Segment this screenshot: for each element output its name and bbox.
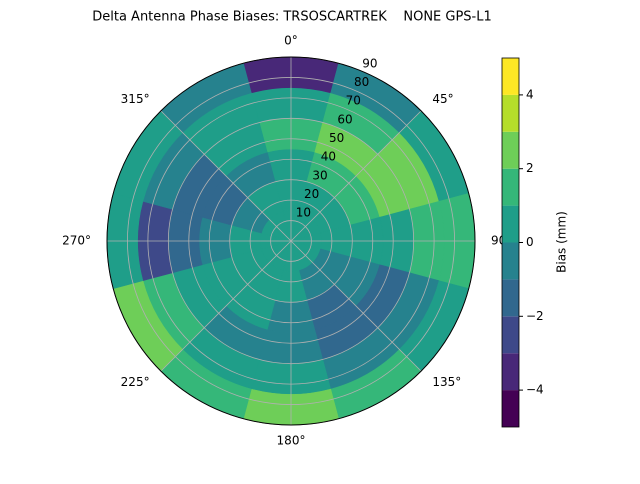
colorbar-band — [502, 316, 519, 354]
colorbar-band — [502, 205, 519, 243]
colorbar-tick-label: 0 — [526, 235, 534, 249]
angular-tick-label: 0° — [284, 34, 298, 48]
angular-tick-label: 180° — [277, 434, 306, 448]
colorbar-band — [502, 390, 519, 427]
colorbar-band — [502, 94, 519, 132]
colorbar-band — [502, 279, 519, 317]
radial-tick-label: 70 — [346, 94, 361, 108]
colorbar-band — [502, 168, 519, 206]
radial-tick-label: 40 — [321, 150, 336, 164]
radial-tick-label: 10 — [296, 206, 311, 220]
angular-grid-line — [290, 110, 422, 242]
radial-tick-label: 30 — [312, 168, 327, 182]
colorbar-band — [502, 353, 519, 391]
radial-tick-label: 60 — [337, 112, 352, 126]
chart-title: Delta Antenna Phase Biases: TRSOSCARTREK… — [92, 10, 492, 25]
angular-tick-label: 45° — [432, 92, 453, 106]
radial-tick-label: 80 — [354, 75, 369, 89]
angular-grid-line — [160, 110, 292, 242]
colorbar-tick-label: −4 — [526, 383, 544, 397]
angular-grid-line — [160, 240, 292, 372]
angular-grid-line — [290, 240, 422, 372]
colorbar-band — [502, 58, 519, 95]
colorbar-tick-label: 4 — [526, 87, 534, 101]
angular-tick-label: 315° — [121, 92, 150, 106]
colorbar-tick-label: 2 — [526, 161, 534, 175]
colorbar-band — [502, 131, 519, 169]
colorbar-band — [502, 242, 519, 280]
colorbar-tick-label: −2 — [526, 309, 544, 323]
radial-tick-label: 50 — [329, 131, 344, 145]
angular-tick-label: 270° — [62, 234, 91, 248]
radial-tick-label: 90 — [362, 56, 377, 70]
colorbar-label: Bias (mm) — [555, 211, 569, 273]
angular-tick-label: 225° — [121, 375, 150, 389]
radial-tick-label: 20 — [304, 187, 319, 201]
angular-tick-label: 135° — [432, 375, 461, 389]
polar-frame — [106, 56, 476, 426]
